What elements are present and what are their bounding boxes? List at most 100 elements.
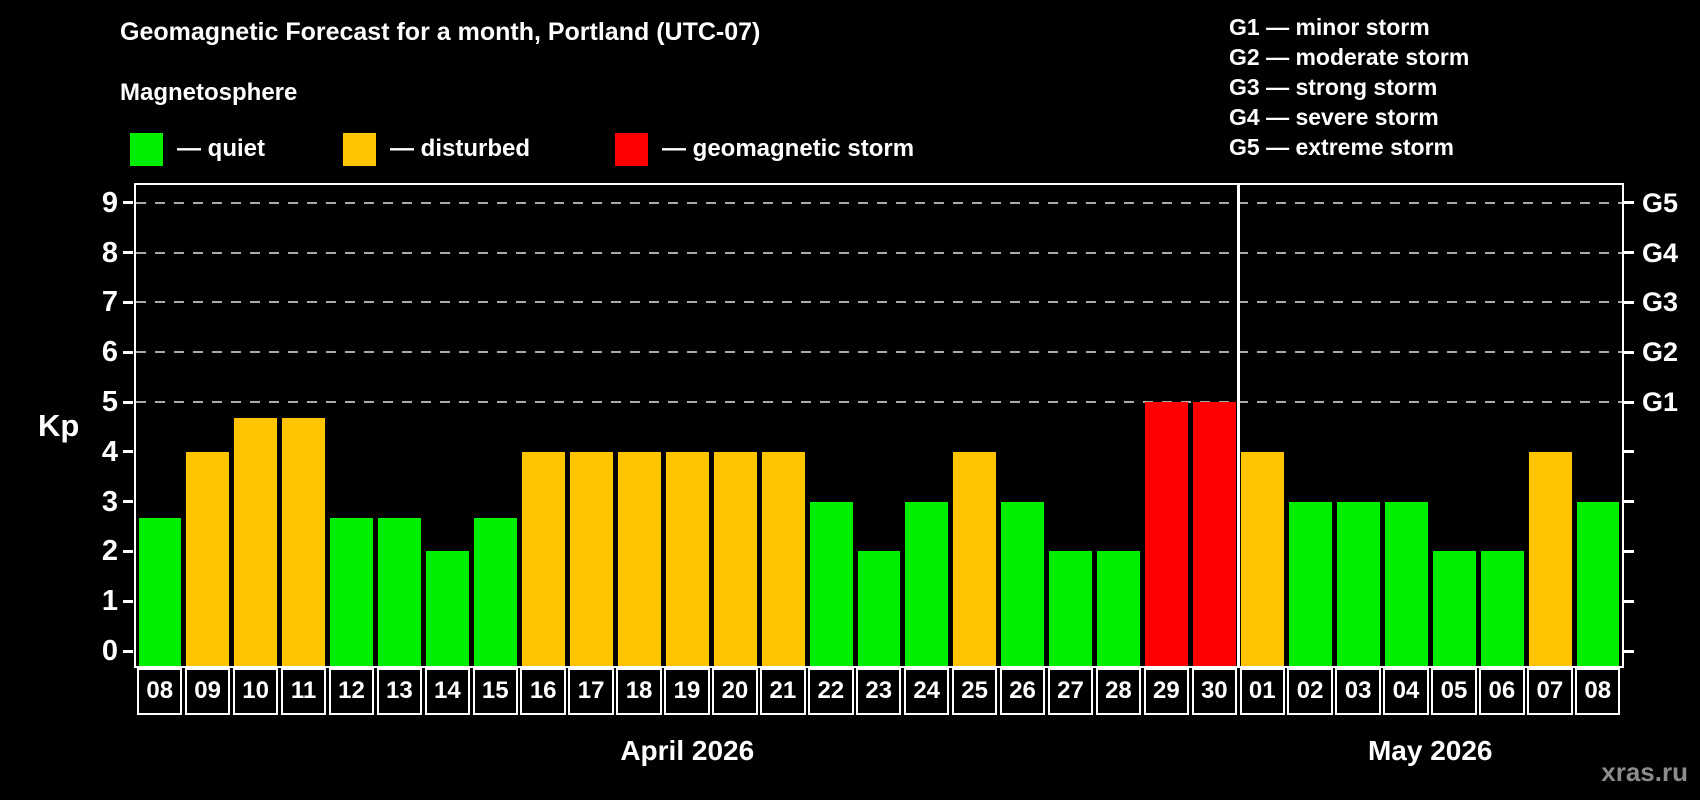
legend-heading: Magnetosphere bbox=[120, 79, 298, 106]
gridline-kp-6 bbox=[136, 351, 1622, 354]
day-label-cell-apr-24: 24 bbox=[903, 668, 950, 715]
kp-bar-may-01 bbox=[1241, 451, 1284, 666]
chart-title: Geomagnetic Forecast for a month, Portla… bbox=[120, 18, 761, 46]
day-label-cell-apr-19: 19 bbox=[664, 668, 710, 715]
day-label-cell-may-04: 04 bbox=[1383, 668, 1429, 715]
day-label-cell-apr-18: 18 bbox=[616, 668, 662, 715]
y-axis-tick-left-6 bbox=[123, 350, 133, 354]
legend-label-disturbed: — disturbed bbox=[390, 135, 531, 162]
g-scale-label-g5: G5 bbox=[1642, 187, 1679, 218]
y-axis-tick-left-7 bbox=[123, 300, 133, 304]
y-axis-tick-left-2 bbox=[123, 549, 133, 553]
day-label-cell-apr-16: 16 bbox=[520, 668, 566, 715]
day-label-cell-apr-20: 20 bbox=[712, 668, 758, 715]
kp-bar-may-03 bbox=[1336, 501, 1380, 666]
watermark: xras.ru bbox=[1601, 757, 1688, 787]
y-axis-tick-label-4: 4 bbox=[101, 435, 118, 468]
kp-bar-apr-13 bbox=[378, 518, 422, 666]
kp-bar-apr-28 bbox=[1097, 551, 1141, 666]
kp-bar-may-02 bbox=[1288, 501, 1332, 666]
y-axis-tick-right-0 bbox=[1624, 649, 1634, 653]
plot-area bbox=[134, 183, 1624, 668]
storm-scale-legend-g2: G2 — moderate storm bbox=[1229, 44, 1470, 70]
storm-scale-legend-g1: G1 — minor storm bbox=[1229, 14, 1430, 40]
kp-bar-apr-09 bbox=[186, 451, 230, 666]
storm-scale-legend-g4: G4 — severe storm bbox=[1229, 104, 1439, 130]
y-axis-tick-right-5 bbox=[1624, 400, 1634, 404]
y-axis-tick-right-8 bbox=[1624, 251, 1634, 255]
day-label-cell-may-05: 05 bbox=[1431, 668, 1477, 715]
g-scale-label-g1: G1 bbox=[1642, 387, 1679, 417]
day-label-cell-may-01: 01 bbox=[1239, 668, 1285, 715]
disturbed-color-swatch bbox=[343, 132, 376, 166]
g-scale-label-g4: G4 bbox=[1642, 237, 1679, 268]
y-axis-tick-left-8 bbox=[123, 251, 133, 255]
y-axis-tick-left-9 bbox=[123, 201, 133, 205]
y-axis-tick-right-3 bbox=[1624, 500, 1634, 504]
y-axis-tick-label-5: 5 bbox=[101, 386, 118, 418]
kp-bar-apr-20 bbox=[713, 451, 757, 666]
legend-item-storm: — geomagnetic storm bbox=[615, 132, 914, 166]
day-label-cell-may-02: 02 bbox=[1287, 668, 1333, 715]
kp-bar-apr-17 bbox=[569, 451, 613, 666]
y-axis-tick-label-8: 8 bbox=[101, 236, 118, 269]
kp-bar-may-05 bbox=[1432, 551, 1476, 666]
y-axis-tick-label-9: 9 bbox=[101, 186, 118, 219]
day-label-cell-apr-14: 14 bbox=[424, 668, 471, 715]
kp-bar-apr-08 bbox=[138, 518, 182, 666]
legend-label-storm: — geomagnetic storm bbox=[662, 135, 915, 162]
day-label-cell-apr-15: 15 bbox=[472, 668, 518, 715]
y-axis-tick-label-6: 6 bbox=[101, 336, 118, 369]
y-axis-tick-left-0 bbox=[123, 649, 133, 653]
g-scale-label-g2: G2 bbox=[1642, 337, 1679, 368]
day-label-cell-apr-13: 13 bbox=[376, 668, 423, 715]
storm-scale-legend-g3: G3 — strong storm bbox=[1229, 74, 1438, 100]
day-label-cell-apr-30: 30 bbox=[1191, 668, 1237, 715]
day-label-cell-apr-23: 23 bbox=[856, 668, 902, 715]
legend-label-quiet: — quiet bbox=[177, 135, 265, 162]
gridline-kp-7 bbox=[136, 301, 1622, 304]
day-label-cell-may-03: 03 bbox=[1335, 668, 1381, 715]
y-axis-tick-right-1 bbox=[1624, 599, 1634, 603]
kp-bar-apr-27 bbox=[1049, 551, 1093, 666]
day-label-cell-apr-22: 22 bbox=[808, 668, 854, 715]
kp-bar-apr-10 bbox=[234, 418, 278, 666]
day-label-cell-apr-10: 10 bbox=[232, 668, 279, 715]
day-label-cell-may-07: 07 bbox=[1527, 668, 1573, 715]
y-axis-tick-left-1 bbox=[123, 599, 133, 603]
kp-bar-apr-30 bbox=[1193, 402, 1236, 666]
kp-bar-apr-21 bbox=[761, 451, 805, 666]
month-label-april: April 2026 bbox=[620, 735, 755, 766]
kp-bar-apr-18 bbox=[617, 451, 661, 666]
y-axis-tick-left-3 bbox=[123, 500, 133, 504]
quiet-color-swatch bbox=[130, 132, 163, 166]
kp-bar-apr-12 bbox=[330, 518, 374, 666]
day-label-cell-apr-12: 12 bbox=[328, 668, 375, 715]
y-axis-tick-label-2: 2 bbox=[101, 535, 118, 568]
day-label-cell-may-08: 08 bbox=[1575, 668, 1621, 715]
gridline-kp-9 bbox=[136, 201, 1622, 204]
kp-bar-apr-15 bbox=[474, 518, 517, 666]
plot-inner bbox=[136, 185, 1622, 666]
y-axis-tick-right-2 bbox=[1624, 549, 1634, 553]
y-axis-tick-left-5 bbox=[123, 400, 133, 404]
kp-bar-may-04 bbox=[1384, 501, 1428, 666]
kp-bar-apr-11 bbox=[282, 418, 326, 666]
y-axis-tick-label-1: 1 bbox=[101, 585, 118, 618]
kp-bar-apr-26 bbox=[1001, 501, 1045, 666]
y-axis-tick-right-6 bbox=[1624, 350, 1634, 354]
day-label-cell-apr-21: 21 bbox=[760, 668, 806, 715]
y-axis-tick-label-0: 0 bbox=[101, 635, 118, 667]
kp-bar-apr-22 bbox=[809, 501, 853, 666]
legend-item-quiet: — quiet bbox=[130, 132, 265, 166]
y-axis-tick-right-4 bbox=[1624, 450, 1634, 454]
storm-scale-legend-g5: G5 — extreme storm bbox=[1229, 134, 1454, 160]
g-scale-label-g3: G3 bbox=[1642, 287, 1679, 318]
kp-bar-apr-29 bbox=[1145, 402, 1189, 666]
month-divider-line bbox=[1237, 185, 1241, 666]
day-label-cell-apr-08: 08 bbox=[137, 668, 183, 715]
storm-scale-legend: G1 — minor storm G2 — moderate storm G3 … bbox=[1229, 12, 1469, 162]
y-axis-tick-right-9 bbox=[1624, 201, 1634, 205]
y-axis-tick-label-3: 3 bbox=[101, 485, 118, 518]
legend-item-disturbed: — disturbed bbox=[343, 132, 530, 166]
